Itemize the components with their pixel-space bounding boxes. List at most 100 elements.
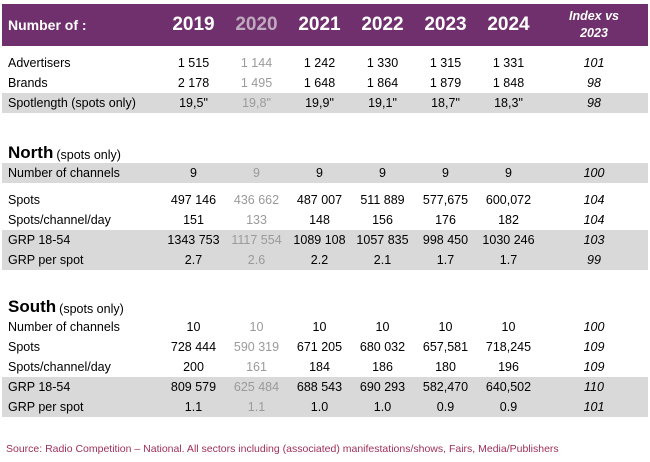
cell: 19,9"	[305, 96, 334, 110]
table-row: Number of channels 9 9 9 9 9 9 100	[2, 163, 648, 183]
cell: 511 889	[360, 193, 405, 207]
table-row: Number of channels 10 10 10 10 10 10 100	[2, 317, 648, 337]
index-cell: 104	[583, 193, 605, 207]
index-cell: 98	[587, 96, 601, 110]
cell: 9	[505, 166, 512, 180]
cell: 1 648	[303, 76, 336, 90]
section-subheading: (spots only)	[59, 302, 124, 316]
cell: 196	[498, 360, 519, 374]
year-2019: 2019	[172, 14, 215, 35]
cell: 1 242	[303, 56, 336, 70]
row-label: Spots	[8, 193, 40, 207]
year-2024: 2024	[487, 14, 530, 35]
table-row: Spots 728 444 590 319 671 205 680 032 65…	[2, 337, 648, 357]
cell: 19,1"	[368, 96, 397, 110]
cell: 1 864	[366, 76, 399, 90]
cell: 2.1	[373, 253, 392, 267]
cell: 184	[309, 360, 330, 374]
index-cell: 99	[587, 253, 601, 267]
cell: 998 450	[422, 233, 469, 247]
cell: 18,3"	[494, 96, 523, 110]
cell: 436 662	[233, 193, 280, 207]
row-label: Spots	[8, 340, 40, 354]
index-cell: 98	[587, 76, 601, 90]
index-cell: 109	[583, 340, 605, 354]
source-note: Source: Radio Competition – National. Al…	[6, 443, 559, 455]
cell: 0.9	[499, 400, 518, 414]
cell: 1 879	[429, 76, 462, 90]
row-label: GRP 18-54	[8, 233, 71, 247]
cell: 671 205	[296, 340, 343, 354]
year-2020: 2020	[235, 14, 278, 35]
table-row: GRP 18-54 809 579 625 484 688 543 690 29…	[2, 377, 648, 397]
index-cell: 101	[583, 400, 605, 414]
table-row: Spots/channel/day 151 133 148 156 176 18…	[2, 210, 648, 230]
cell: 688 543	[296, 380, 343, 394]
header-label: Number of :	[8, 17, 87, 33]
table-row: Spotlength (spots only) 19,5" 19,8" 19,9…	[2, 93, 648, 113]
row-label: Brands	[8, 76, 48, 90]
row-label: Spots/channel/day	[8, 360, 111, 374]
cell: 582,470	[422, 380, 469, 394]
row-label: GRP per spot	[8, 253, 84, 267]
cell: 9	[316, 166, 323, 180]
cell: 809 579	[170, 380, 217, 394]
cell: 10	[249, 320, 264, 334]
cell: 1057 835	[356, 233, 409, 247]
cell: 200	[183, 360, 204, 374]
cell: 9	[190, 166, 197, 180]
cell: 2 178	[177, 76, 210, 90]
cell: 1 495	[240, 76, 273, 90]
table-row: GRP per spot 2.7 2.6 2.2 2.1 1.7 1.7 99	[2, 250, 648, 270]
cell: 1343 753	[167, 233, 220, 247]
cell: 151	[183, 213, 204, 227]
cell: 487 007	[296, 193, 343, 207]
cell: 1089 108	[293, 233, 346, 247]
section-title-north: North (spots only)	[0, 137, 650, 163]
row-label: Spots/channel/day	[8, 213, 111, 227]
cell: 133	[246, 213, 267, 227]
cell: 186	[372, 360, 393, 374]
cell: 497 146	[170, 193, 217, 207]
cell: 9	[253, 166, 260, 180]
cell: 1 330	[366, 56, 399, 70]
section-subheading: (spots only)	[56, 148, 121, 162]
data-table: Number of : 2019 2020 2021 2022 2023 202…	[0, 4, 650, 417]
cell: 600,072	[485, 193, 532, 207]
table-row: Advertisers 1 515 1 144 1 242 1 330 1 31…	[2, 53, 648, 73]
section-title-south: South (spots only)	[0, 291, 650, 317]
cell: 18,7"	[431, 96, 460, 110]
index-cell: 100	[583, 166, 605, 180]
cell: 156	[372, 213, 393, 227]
cell: 640,502	[485, 380, 532, 394]
cell: 161	[246, 360, 267, 374]
cell: 0.9	[436, 400, 455, 414]
section-heading: South	[8, 297, 57, 316]
cell: 10	[186, 320, 201, 334]
index-cell: 101	[583, 56, 605, 70]
cell: 1 331	[492, 56, 525, 70]
cell: 1.0	[373, 400, 392, 414]
cell: 2.7	[184, 253, 203, 267]
cell: 690 293	[359, 380, 406, 394]
index-header: Index vs 2023	[568, 9, 620, 40]
row-label: Advertisers	[8, 56, 71, 70]
row-label: Spotlength (spots only)	[8, 96, 136, 110]
cell: 182	[498, 213, 519, 227]
cell: 1117 554	[231, 233, 282, 247]
cell: 2.2	[310, 253, 329, 267]
cell: 1.1	[247, 400, 266, 414]
cell: 1.7	[499, 253, 518, 267]
cell: 1 315	[429, 56, 462, 70]
year-2022: 2022	[361, 14, 404, 35]
cell: 9	[442, 166, 449, 180]
table-row: GRP per spot 1.1 1.1 1.0 1.0 0.9 0.9 101	[2, 397, 648, 417]
cell: 19,5"	[179, 96, 208, 110]
cell: 728 444	[170, 340, 217, 354]
year-2023: 2023	[424, 14, 467, 35]
cell: 625 484	[233, 380, 280, 394]
cell: 1.0	[310, 400, 329, 414]
cell: 1.1	[184, 400, 203, 414]
cell: 1030 246	[482, 233, 535, 247]
table-row: Brands 2 178 1 495 1 648 1 864 1 879 1 8…	[2, 73, 648, 93]
